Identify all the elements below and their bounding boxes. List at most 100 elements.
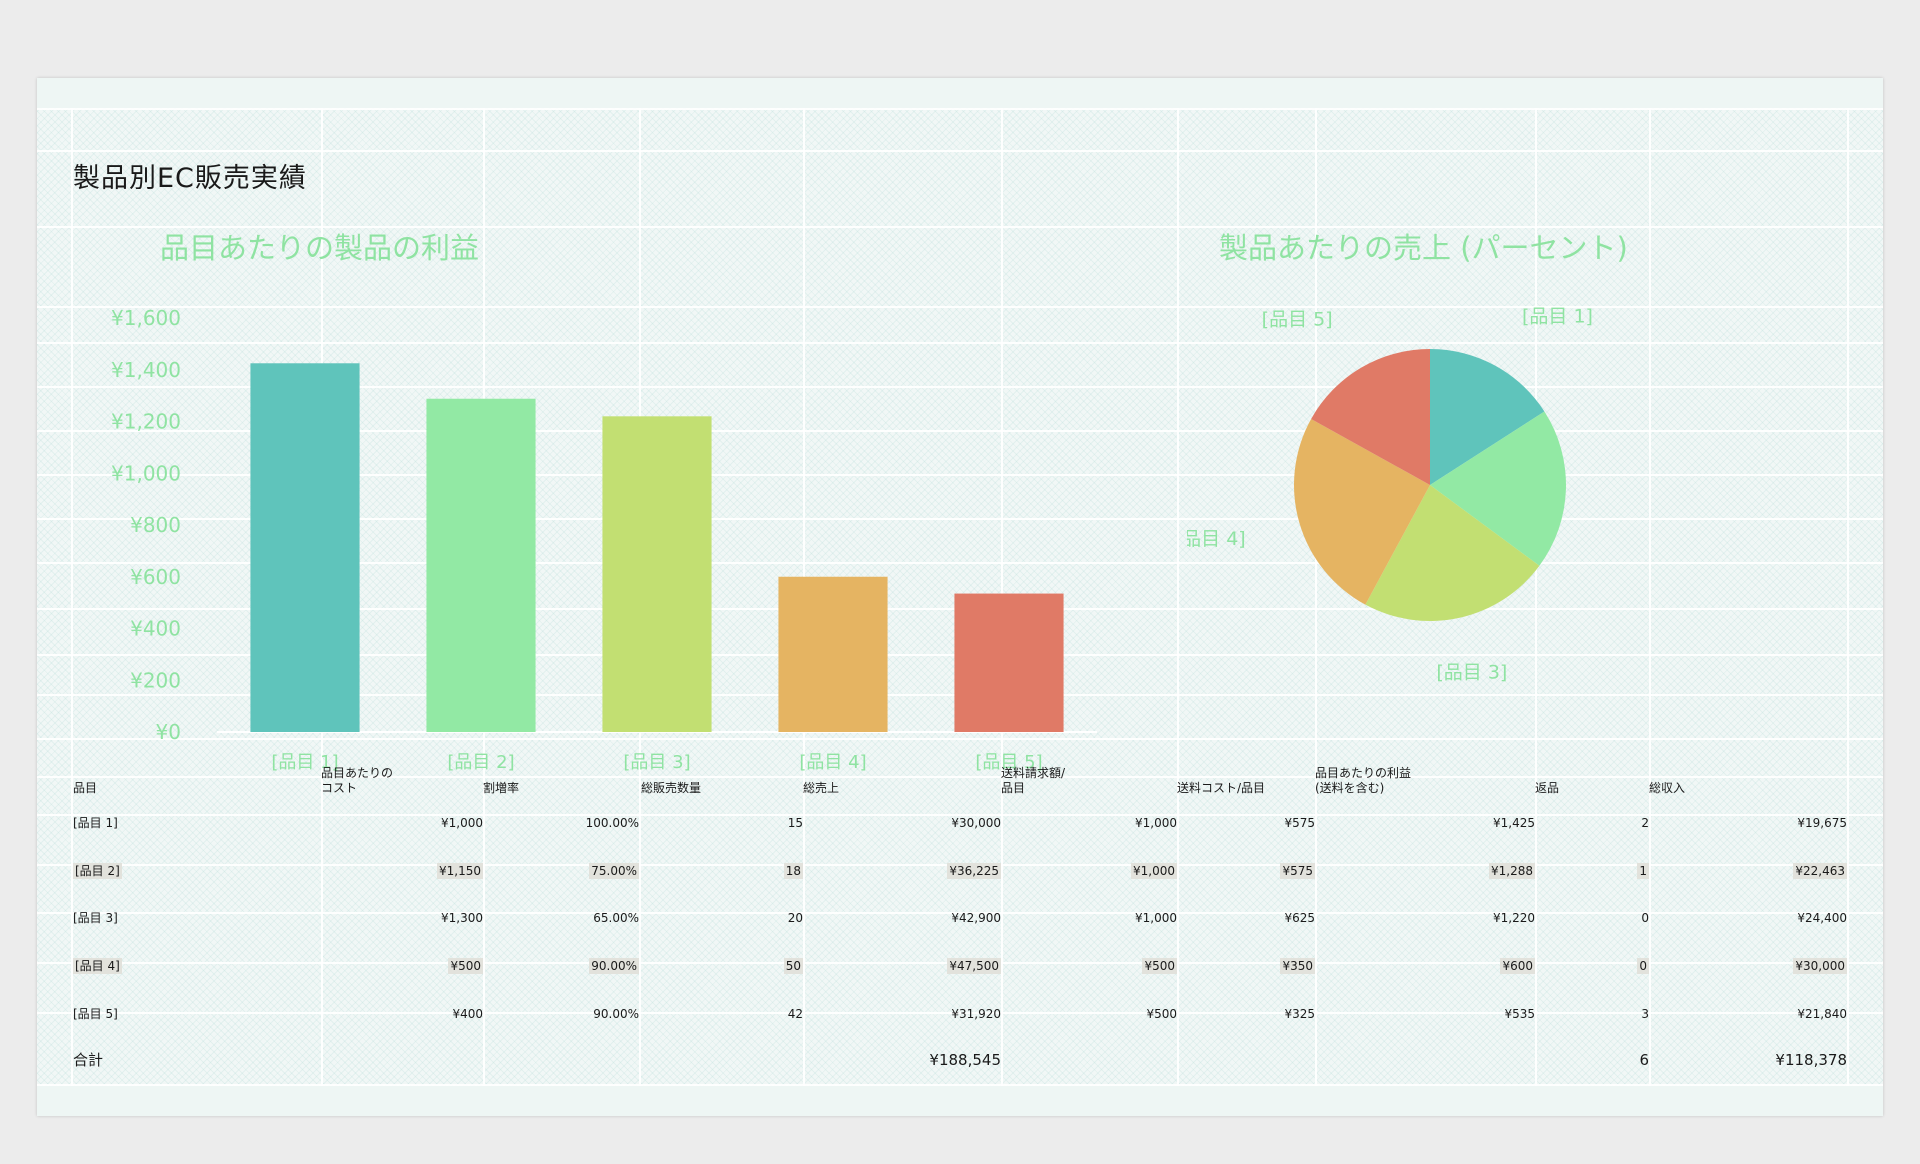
table-cell-sales[interactable]: ¥31,920 — [951, 1007, 1001, 1021]
table-cell-sales[interactable]: ¥42,900 — [951, 911, 1001, 925]
table-header-markup: 割増率 — [483, 781, 520, 795]
table-cell-qty[interactable]: 42 — [787, 1007, 803, 1021]
table-cell-sales[interactable]: ¥36,225 — [947, 863, 1001, 879]
gridline-horizontal — [37, 430, 1883, 432]
pie-slice-5[interactable] — [1311, 349, 1430, 485]
table-cell-cost[interactable]: ¥1,300 — [441, 911, 483, 925]
pie-label: [品目 5] — [1262, 309, 1333, 331]
table-cell-profit[interactable]: ¥535 — [1504, 1007, 1535, 1021]
pie-label: [品目 3] — [1436, 661, 1507, 683]
table-cell-markup[interactable]: 90.00% — [589, 958, 639, 974]
table-cell-returns[interactable]: 3 — [1641, 1007, 1649, 1021]
table-cell-item[interactable]: [品目 2] — [73, 863, 122, 879]
table-cell-revenue[interactable]: ¥19,675 — [1797, 816, 1847, 830]
bar-5[interactable] — [954, 593, 1064, 732]
x-tick-label: [品目 4] — [799, 752, 866, 773]
table-cell-markup[interactable]: 75.00% — [589, 863, 639, 879]
table-cell-sales[interactable]: ¥47,500 — [947, 958, 1001, 974]
table-cell-qty[interactable]: 20 — [787, 911, 803, 925]
table-cell-returns[interactable]: 2 — [1641, 816, 1649, 830]
pie-slice-1[interactable] — [1430, 349, 1545, 485]
pie-chart[interactable]: [品目 1][品目 2][品目 3][品目 4][品目 5] — [1187, 298, 1607, 718]
table-header-cost: 品目あたりの コスト — [321, 766, 394, 795]
table-cell-ship-billed[interactable]: ¥1,000 — [1131, 863, 1177, 879]
table-cell-item[interactable]: [品目 4] — [73, 958, 122, 974]
table-header-ship-cost: 送料コスト/品目 — [1177, 781, 1266, 795]
table-cell-revenue[interactable]: ¥21,840 — [1797, 1007, 1847, 1021]
y-tick-label: ¥0 — [156, 720, 181, 744]
table-cell-revenue[interactable]: ¥30,000 — [1793, 958, 1847, 974]
gridline-horizontal — [37, 474, 1883, 476]
x-tick-label: [品目 2] — [447, 752, 514, 773]
pie-slice-2[interactable] — [1430, 411, 1566, 566]
table-cell-item[interactable]: [品目 3] — [73, 911, 118, 925]
table-cell-ship-cost[interactable]: ¥325 — [1284, 1007, 1315, 1021]
table-header-profit: 品目あたりの利益 (送料を含む) — [1315, 766, 1412, 795]
pie-slice-3[interactable] — [1365, 485, 1540, 621]
table-header-returns: 返品 — [1535, 781, 1560, 795]
table-cell-cost[interactable]: ¥1,000 — [441, 816, 483, 830]
table-cell-ship-billed[interactable]: ¥1,000 — [1135, 911, 1177, 925]
gridline-horizontal — [37, 306, 1883, 308]
table-cell-markup[interactable]: 65.00% — [593, 911, 639, 925]
table-cell-returns[interactable]: 1 — [1637, 863, 1649, 879]
bar-3[interactable] — [602, 416, 712, 732]
gridline-vertical — [1535, 108, 1537, 1086]
bar-chart[interactable]: ¥0 ¥200 ¥400 ¥600 ¥800 ¥1,000 ¥1,200 ¥1,400 ¥1,6… — [97, 278, 1107, 788]
bar-1[interactable] — [250, 363, 360, 732]
y-tick-label: ¥1,600 — [111, 306, 181, 330]
gridline-horizontal — [37, 386, 1883, 388]
table-cell-ship-billed[interactable]: ¥500 — [1142, 958, 1177, 974]
table-cell-profit[interactable]: ¥1,425 — [1493, 816, 1535, 830]
table-cell-ship-cost[interactable]: ¥350 — [1280, 958, 1315, 974]
y-tick-label: ¥200 — [130, 668, 181, 692]
table-cell-revenue[interactable]: ¥22,463 — [1793, 863, 1847, 879]
table-cell-profit[interactable]: ¥600 — [1500, 958, 1535, 974]
gridline-vertical — [1177, 108, 1179, 1086]
pie-chart-title: 製品あたりの売上 (パーセント) — [1219, 231, 1628, 265]
table-header-revenue: 総収入 — [1649, 781, 1686, 795]
table-cell-ship-billed[interactable]: ¥500 — [1146, 1007, 1177, 1021]
pie-label: [品目 4] — [1187, 528, 1246, 550]
table-cell-markup[interactable]: 90.00% — [593, 1007, 639, 1021]
table-cell-qty[interactable]: 18 — [783, 863, 803, 879]
table-cell-returns[interactable]: 0 — [1637, 958, 1649, 974]
sheet-top-band — [37, 78, 1883, 108]
gridline-horizontal — [37, 912, 1883, 914]
table-cell-ship-cost[interactable]: ¥575 — [1280, 863, 1315, 879]
table-cell-item[interactable]: [品目 5] — [73, 1007, 118, 1021]
table-cell-ship-cost[interactable]: ¥575 — [1284, 816, 1315, 830]
y-tick-label: ¥800 — [130, 513, 181, 537]
pie-slice-4[interactable] — [1294, 418, 1430, 605]
table-cell-cost[interactable]: ¥500 — [448, 958, 483, 974]
table-cell-profit[interactable]: ¥1,220 — [1493, 911, 1535, 925]
gridline-horizontal — [37, 1084, 1883, 1086]
table-cell-qty[interactable]: 15 — [787, 816, 803, 830]
table-cell-profit[interactable]: ¥1,288 — [1489, 863, 1535, 879]
x-tick-label: [品目 3] — [623, 752, 690, 773]
y-tick-label: ¥1,200 — [111, 410, 181, 434]
table-total-returns[interactable]: 6 — [1639, 1051, 1649, 1069]
table-cell-markup[interactable]: 100.00% — [585, 816, 639, 830]
table-cell-sales[interactable]: ¥30,000 — [951, 816, 1001, 830]
gridline-horizontal — [37, 776, 1883, 778]
gridline-vertical — [71, 108, 73, 1086]
table-total-revenue[interactable]: ¥118,378 — [1775, 1051, 1847, 1069]
table-cell-cost[interactable]: ¥400 — [452, 1007, 483, 1021]
bar-4[interactable] — [778, 576, 888, 732]
gridline-horizontal — [37, 150, 1883, 152]
table-cell-cost[interactable]: ¥1,150 — [437, 863, 483, 879]
table-cell-ship-cost[interactable]: ¥625 — [1284, 911, 1315, 925]
table-cell-ship-billed[interactable]: ¥1,000 — [1135, 816, 1177, 830]
gridline-vertical — [1315, 108, 1317, 1086]
table-cell-qty[interactable]: 50 — [783, 958, 803, 974]
bar-2[interactable] — [426, 398, 536, 732]
sheet-title: 製品別EC販売実績 — [73, 163, 307, 194]
table-cell-returns[interactable]: 0 — [1641, 911, 1649, 925]
table-total-label[interactable]: 合計 — [73, 1051, 104, 1069]
y-tick-label: ¥600 — [130, 565, 181, 589]
table-total-sales[interactable]: ¥188,545 — [929, 1051, 1001, 1069]
table-cell-item[interactable]: [品目 1] — [73, 816, 118, 830]
table-cell-revenue[interactable]: ¥24,400 — [1797, 911, 1847, 925]
gridline-horizontal — [37, 342, 1883, 344]
